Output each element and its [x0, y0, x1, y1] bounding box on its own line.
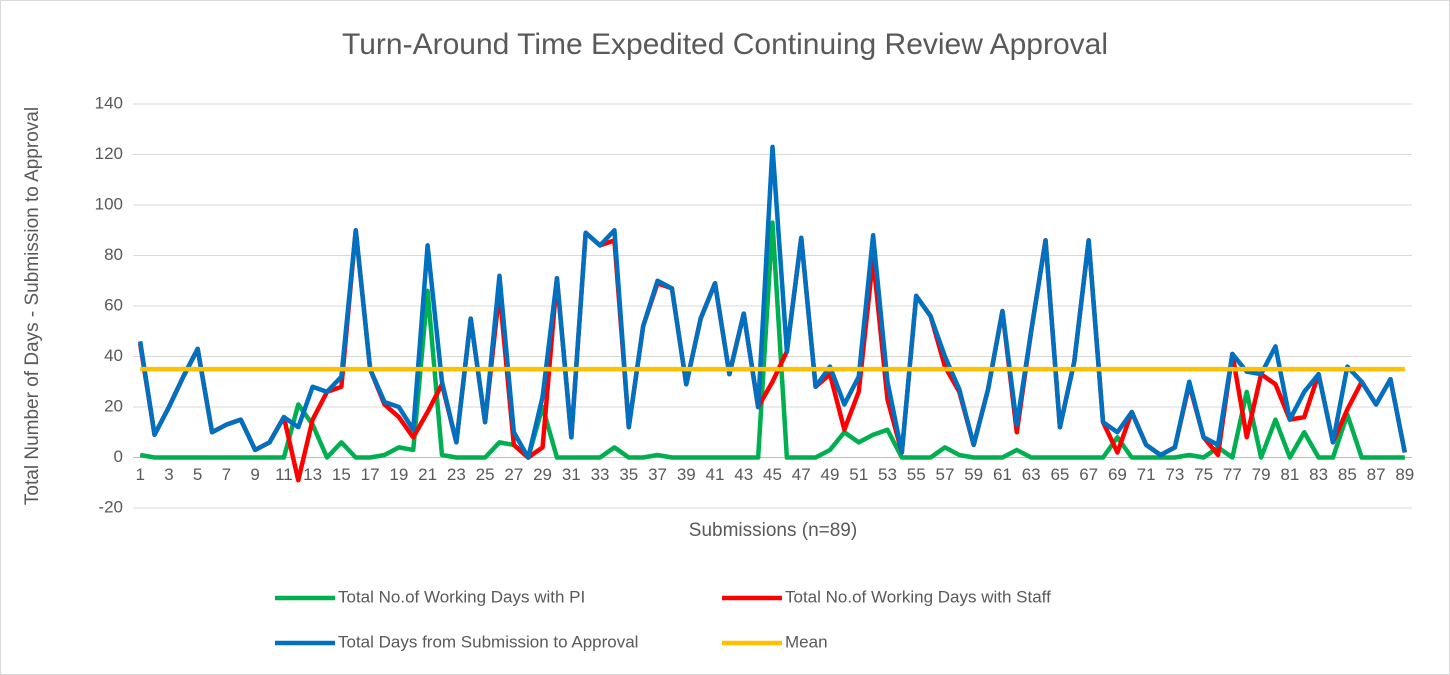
x-tick-label: 37	[648, 465, 667, 484]
x-tick-label: 13	[303, 465, 322, 484]
x-tick-label: 85	[1338, 465, 1357, 484]
y-tick-label: 20	[104, 396, 123, 415]
x-tick-label: 3	[164, 465, 173, 484]
x-tick-label: 89	[1395, 465, 1414, 484]
x-tick-label: 77	[1223, 465, 1242, 484]
chart-title: Turn-Around Time Expedited Continuing Re…	[342, 28, 1108, 61]
x-tick-label: 21	[418, 465, 437, 484]
x-tick-label: 39	[677, 465, 696, 484]
y-tick-label: 80	[104, 245, 123, 264]
y-tick-label: 120	[95, 144, 123, 163]
x-tick-label: 63	[1022, 465, 1041, 484]
x-tick-label: 43	[734, 465, 753, 484]
x-tick-label: 67	[1079, 465, 1098, 484]
x-tick-label: 17	[361, 465, 380, 484]
y-tick-label: -20	[98, 497, 123, 516]
x-tick-label: 83	[1309, 465, 1328, 484]
x-tick-label: 27	[504, 465, 523, 484]
x-tick-label: 57	[935, 465, 954, 484]
x-tick-label: 29	[533, 465, 552, 484]
x-tick-label: 25	[476, 465, 495, 484]
x-tick-label: 5	[193, 465, 202, 484]
x-tick-label: 49	[821, 465, 840, 484]
x-tick-label: 1	[135, 465, 144, 484]
legend-label: Total Days from Submission to Approval	[338, 632, 638, 651]
x-tick-label: 69	[1108, 465, 1127, 484]
x-tick-label: 35	[619, 465, 638, 484]
x-tick-label: 15	[332, 465, 351, 484]
x-tick-label: 51	[849, 465, 868, 484]
x-tick-label: 41	[706, 465, 725, 484]
x-tick-label: 87	[1367, 465, 1386, 484]
series-line	[137, 144, 1408, 460]
x-tick-label: 11	[275, 465, 293, 484]
x-tick-label: 47	[792, 465, 811, 484]
y-tick-label: 40	[104, 346, 123, 365]
x-axis-title: Submissions (n=89)	[689, 520, 857, 541]
legend-label: Total No.of Working Days with Staff	[785, 587, 1051, 606]
x-tick-label: 19	[389, 465, 408, 484]
x-tick-label: 55	[907, 465, 926, 484]
x-tick-label: 71	[1137, 465, 1156, 484]
x-tick-label: 33	[591, 465, 610, 484]
x-tick-label: 73	[1165, 465, 1184, 484]
x-tick-label: 65	[1050, 465, 1069, 484]
y-tick-label: 60	[104, 295, 123, 314]
x-tick-label: 61	[993, 465, 1012, 484]
x-tick-label: 31	[562, 465, 581, 484]
x-tick-label: 7	[222, 465, 231, 484]
x-tick-label: 53	[878, 465, 897, 484]
legend-label: Total No.of Working Days with PI	[338, 587, 585, 606]
x-tick-label: 75	[1194, 465, 1213, 484]
y-tick-label: 100	[95, 194, 123, 213]
x-tick-label: 79	[1252, 465, 1271, 484]
legend-label: Mean	[785, 632, 828, 651]
x-tick-label: 59	[964, 465, 983, 484]
y-axis-title: Total Number of Days - Submission to App…	[22, 107, 43, 505]
x-tick-label: 45	[763, 465, 782, 484]
y-tick-label: 140	[95, 93, 123, 112]
x-tick-label: 23	[447, 465, 466, 484]
y-tick-label: 0	[114, 447, 123, 466]
series-line	[139, 220, 1405, 460]
x-tick-label: 81	[1280, 465, 1299, 484]
x-tick-label: 9	[250, 465, 259, 484]
